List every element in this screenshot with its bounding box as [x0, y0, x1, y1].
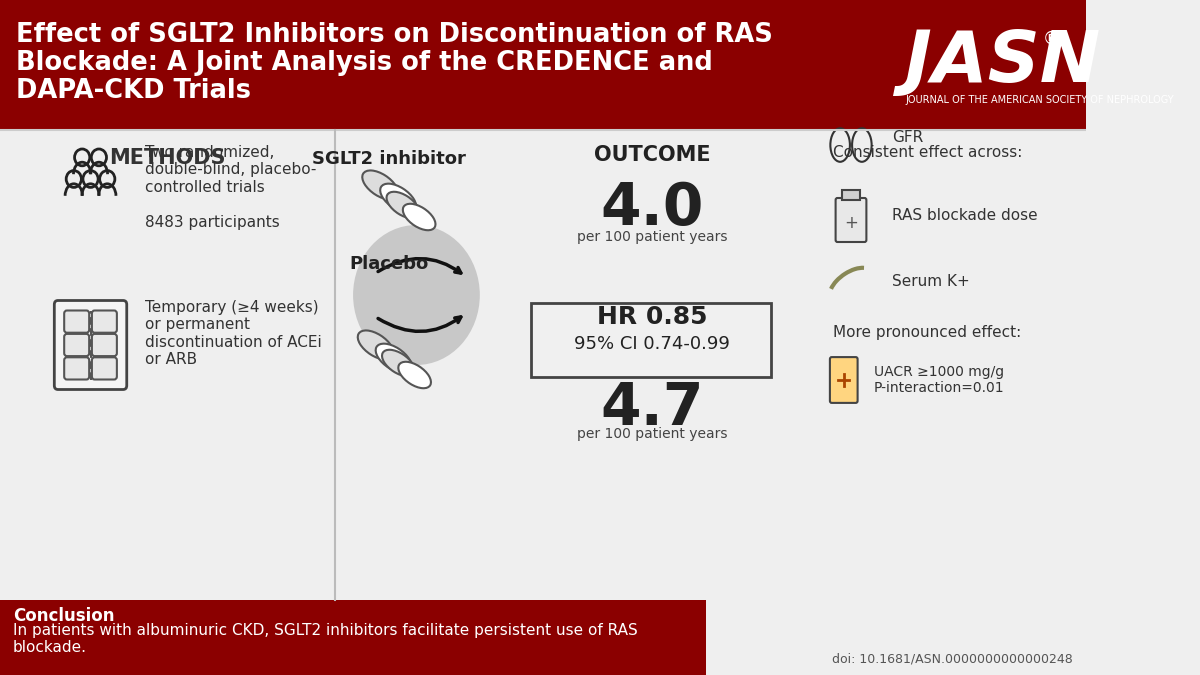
- FancyBboxPatch shape: [0, 130, 335, 600]
- Text: 95% CI 0.74-0.99: 95% CI 0.74-0.99: [574, 335, 730, 353]
- Ellipse shape: [403, 204, 436, 230]
- Text: JOURNAL OF THE AMERICAN SOCIETY OF NEPHROLOGY: JOURNAL OF THE AMERICAN SOCIETY OF NEPHR…: [905, 95, 1174, 105]
- Text: OUTCOME: OUTCOME: [594, 145, 710, 165]
- FancyBboxPatch shape: [92, 334, 116, 356]
- Text: In patients with albuminuric CKD, SGLT2 inhibitors facilitate persistent use of : In patients with albuminuric CKD, SGLT2 …: [13, 623, 637, 655]
- Text: GFR: GFR: [892, 130, 923, 144]
- Ellipse shape: [398, 362, 431, 388]
- FancyBboxPatch shape: [54, 300, 127, 389]
- Text: UACR ≥1000 mg/g
P-interaction=0.01: UACR ≥1000 mg/g P-interaction=0.01: [874, 365, 1004, 395]
- Text: doi: 10.1681/ASN.0000000000000248: doi: 10.1681/ASN.0000000000000248: [832, 652, 1073, 665]
- FancyBboxPatch shape: [64, 357, 89, 379]
- Text: DAPA-CKD Trials: DAPA-CKD Trials: [17, 78, 251, 104]
- FancyBboxPatch shape: [92, 357, 116, 379]
- FancyBboxPatch shape: [0, 0, 1086, 130]
- Text: per 100 patient years: per 100 patient years: [576, 427, 727, 441]
- Text: Two randomized,
double-blind, placebo-
controlled trials: Two randomized, double-blind, placebo- c…: [145, 145, 317, 195]
- Text: per 100 patient years: per 100 patient years: [576, 230, 727, 244]
- Ellipse shape: [386, 192, 419, 218]
- Text: SGLT2 inhibitor: SGLT2 inhibitor: [312, 150, 467, 168]
- Circle shape: [353, 225, 480, 365]
- Text: Temporary (≥4 weeks)
or permanent
discontinuation of ACEi
or ARB: Temporary (≥4 weeks) or permanent discon…: [145, 300, 322, 367]
- FancyBboxPatch shape: [835, 198, 866, 242]
- Text: 4.7: 4.7: [600, 380, 703, 437]
- Ellipse shape: [380, 184, 416, 213]
- Ellipse shape: [358, 331, 394, 360]
- FancyBboxPatch shape: [530, 303, 772, 377]
- Text: Placebo: Placebo: [349, 255, 428, 273]
- Text: Conclusion: Conclusion: [13, 607, 114, 625]
- FancyBboxPatch shape: [842, 190, 860, 200]
- FancyBboxPatch shape: [64, 310, 89, 333]
- Text: ®: ®: [1043, 30, 1060, 48]
- Text: Blockade: A Joint Analysis of the CREDENCE and: Blockade: A Joint Analysis of the CREDEN…: [17, 50, 713, 76]
- Ellipse shape: [382, 350, 415, 376]
- FancyBboxPatch shape: [830, 357, 858, 403]
- Text: Serum K+: Serum K+: [892, 275, 970, 290]
- Text: Consistent effect across:: Consistent effect across:: [833, 145, 1022, 160]
- FancyBboxPatch shape: [64, 334, 89, 356]
- FancyBboxPatch shape: [0, 600, 706, 675]
- Text: Effect of SGLT2 Inhibitors on Discontinuation of RAS: Effect of SGLT2 Inhibitors on Discontinu…: [17, 22, 773, 48]
- Text: +: +: [844, 214, 858, 232]
- Text: 4.0: 4.0: [600, 180, 703, 237]
- Ellipse shape: [376, 344, 412, 373]
- Text: METHODS: METHODS: [109, 148, 226, 168]
- Text: More pronounced effect:: More pronounced effect:: [833, 325, 1021, 340]
- Text: 8483 participants: 8483 participants: [145, 215, 280, 230]
- FancyBboxPatch shape: [92, 310, 116, 333]
- Text: JASN: JASN: [905, 28, 1100, 97]
- Ellipse shape: [362, 171, 398, 200]
- Text: RAS blockade dose: RAS blockade dose: [892, 207, 1037, 223]
- Text: HR 0.85: HR 0.85: [596, 305, 707, 329]
